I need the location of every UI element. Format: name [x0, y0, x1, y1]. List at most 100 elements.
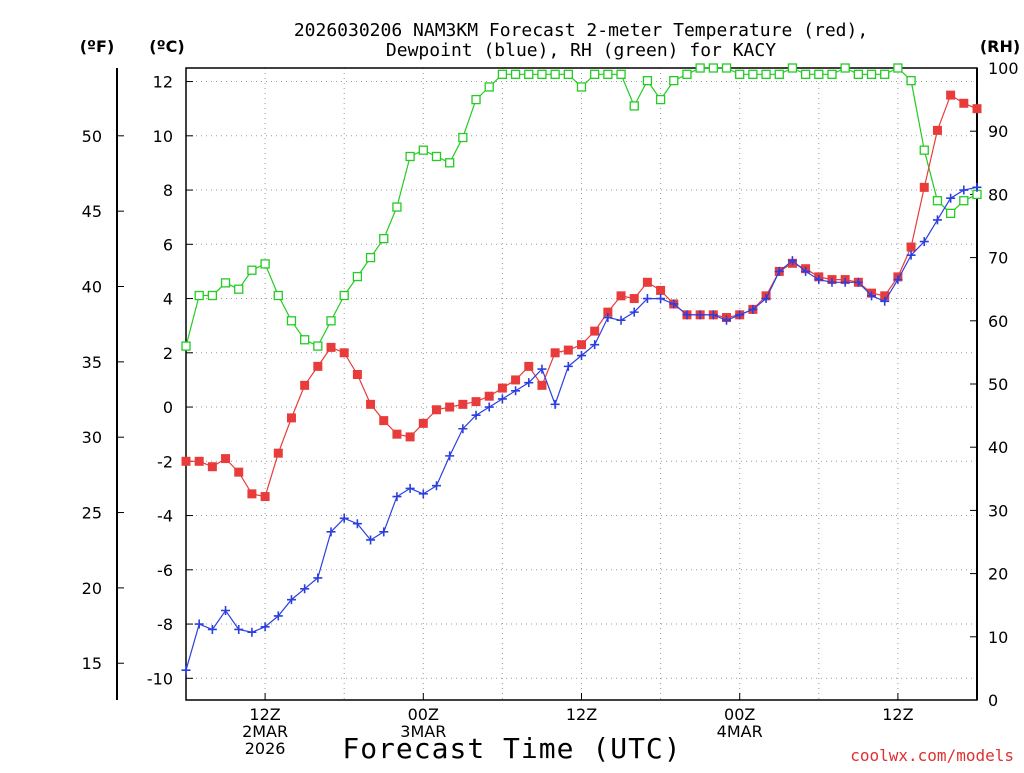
temperature-point [247, 489, 257, 499]
dewpoint-point [511, 386, 521, 396]
temperature-point [366, 399, 376, 409]
dewpoint-point [695, 310, 705, 320]
temperature-point [590, 326, 600, 336]
dewpoint-point [880, 296, 890, 306]
temperature-point [932, 125, 942, 135]
dewpoint-point [366, 535, 376, 545]
rh-series [181, 63, 982, 351]
rh-point [418, 145, 428, 155]
temperature-point [300, 380, 310, 390]
temperature-point [445, 402, 455, 412]
dewpoint-point [260, 622, 270, 632]
credit-text[interactable]: coolwx.com/models [850, 746, 1014, 765]
rh-point [510, 69, 521, 79]
temperature-point [405, 432, 415, 442]
fahrenheit-tick-label: 20 [82, 579, 102, 598]
temperature-point [194, 456, 204, 466]
rh-point [392, 202, 402, 212]
celsius-tick-label: -6 [157, 561, 173, 580]
dewpoint-point [352, 519, 362, 529]
rh-point [761, 69, 771, 79]
rh-point [774, 69, 784, 79]
celsius-tick-label: -2 [157, 452, 173, 471]
dewpoint-point [853, 277, 863, 287]
rh-point [339, 290, 349, 301]
rh-point [299, 335, 310, 345]
fahrenheit-tick-label: 15 [82, 654, 102, 673]
temperature-point [906, 242, 916, 252]
rh-tick-label: 40 [988, 438, 1008, 457]
dewpoint-point [722, 315, 732, 325]
dewpoint-point [458, 424, 468, 434]
dewpoint-point [550, 399, 560, 409]
dewpoint-point [392, 492, 402, 502]
rh-point [405, 151, 415, 162]
chart-title: 2026030206 NAM3KM Forecast 2-meter Tempe… [294, 20, 868, 61]
dewpoint-point [669, 299, 679, 309]
dewpoint-point [959, 185, 969, 195]
temperature-point [537, 380, 547, 390]
rh-tick-label: 30 [988, 501, 1008, 520]
temperature-point [946, 90, 956, 100]
rh-point [550, 69, 560, 79]
temperature-point [642, 277, 652, 287]
fahrenheit-tick-label: 40 [82, 278, 102, 297]
dewpoint-point [787, 256, 797, 266]
rh-tick-label: 70 [988, 249, 1008, 268]
dewpoint-point [181, 665, 191, 675]
x-tick-label: 12Z [882, 705, 913, 724]
rh-point [563, 69, 573, 79]
rh-point [748, 69, 758, 79]
temperature-point [511, 375, 521, 385]
rh-point [484, 82, 494, 92]
rh-point [787, 63, 798, 73]
rh-point [352, 271, 363, 282]
rh-point [260, 259, 270, 269]
rh-point [471, 94, 481, 105]
dewpoint-point [919, 237, 929, 247]
temperature-point [379, 416, 389, 426]
dewpoint-point [300, 584, 310, 594]
celsius-tick-label: 8 [163, 181, 173, 200]
title-line-1: 2026030206 NAM3KM Forecast 2-meter Tempe… [294, 20, 868, 41]
rh-point [286, 316, 297, 326]
dewpoint-point [827, 277, 837, 287]
dewpoint-series [181, 182, 982, 675]
rh-tick-label: 60 [988, 312, 1008, 331]
rh-point [365, 252, 376, 263]
rh-point [814, 69, 824, 79]
rh-point [445, 158, 455, 168]
temperature-point [326, 342, 336, 352]
celsius-unit-label: (ºC) [149, 37, 184, 56]
dewpoint-point [379, 527, 389, 537]
rh-point [326, 316, 336, 326]
temperature-point [484, 391, 494, 401]
dewpoint-point [629, 307, 639, 317]
rh-point [721, 63, 732, 73]
dewpoint-point [577, 351, 586, 361]
dewpoint-point [563, 361, 573, 371]
dewpoint-point [418, 489, 428, 499]
temperature-point [418, 418, 428, 428]
dewpoint-point [774, 266, 784, 276]
rh-point [932, 196, 943, 206]
x-tick-label: 2026 [245, 739, 286, 758]
celsius-tick-label: 0 [163, 398, 173, 417]
temperature-point [563, 345, 573, 355]
axes: -10 -8 -6 -4 -2 0 2 4 6 8 10 12 15 20 25 30 35 40 45 50 0 10 2… [82, 59, 1019, 758]
dewpoint-point [313, 573, 323, 583]
rh-point [576, 82, 587, 92]
fahrenheit-tick-label: 45 [82, 202, 102, 221]
dewpoint-point [893, 275, 903, 285]
celsius-tick-label: 10 [153, 127, 173, 146]
dewpoint-point [431, 481, 441, 491]
dewpoint-point [273, 611, 283, 621]
rh-point [906, 75, 916, 86]
temperature-point [972, 104, 982, 114]
temperature-point [352, 370, 362, 380]
temperature-point [524, 361, 534, 371]
dewpoint-point [708, 310, 718, 320]
rh-point [735, 69, 745, 79]
rh-point [642, 75, 653, 86]
